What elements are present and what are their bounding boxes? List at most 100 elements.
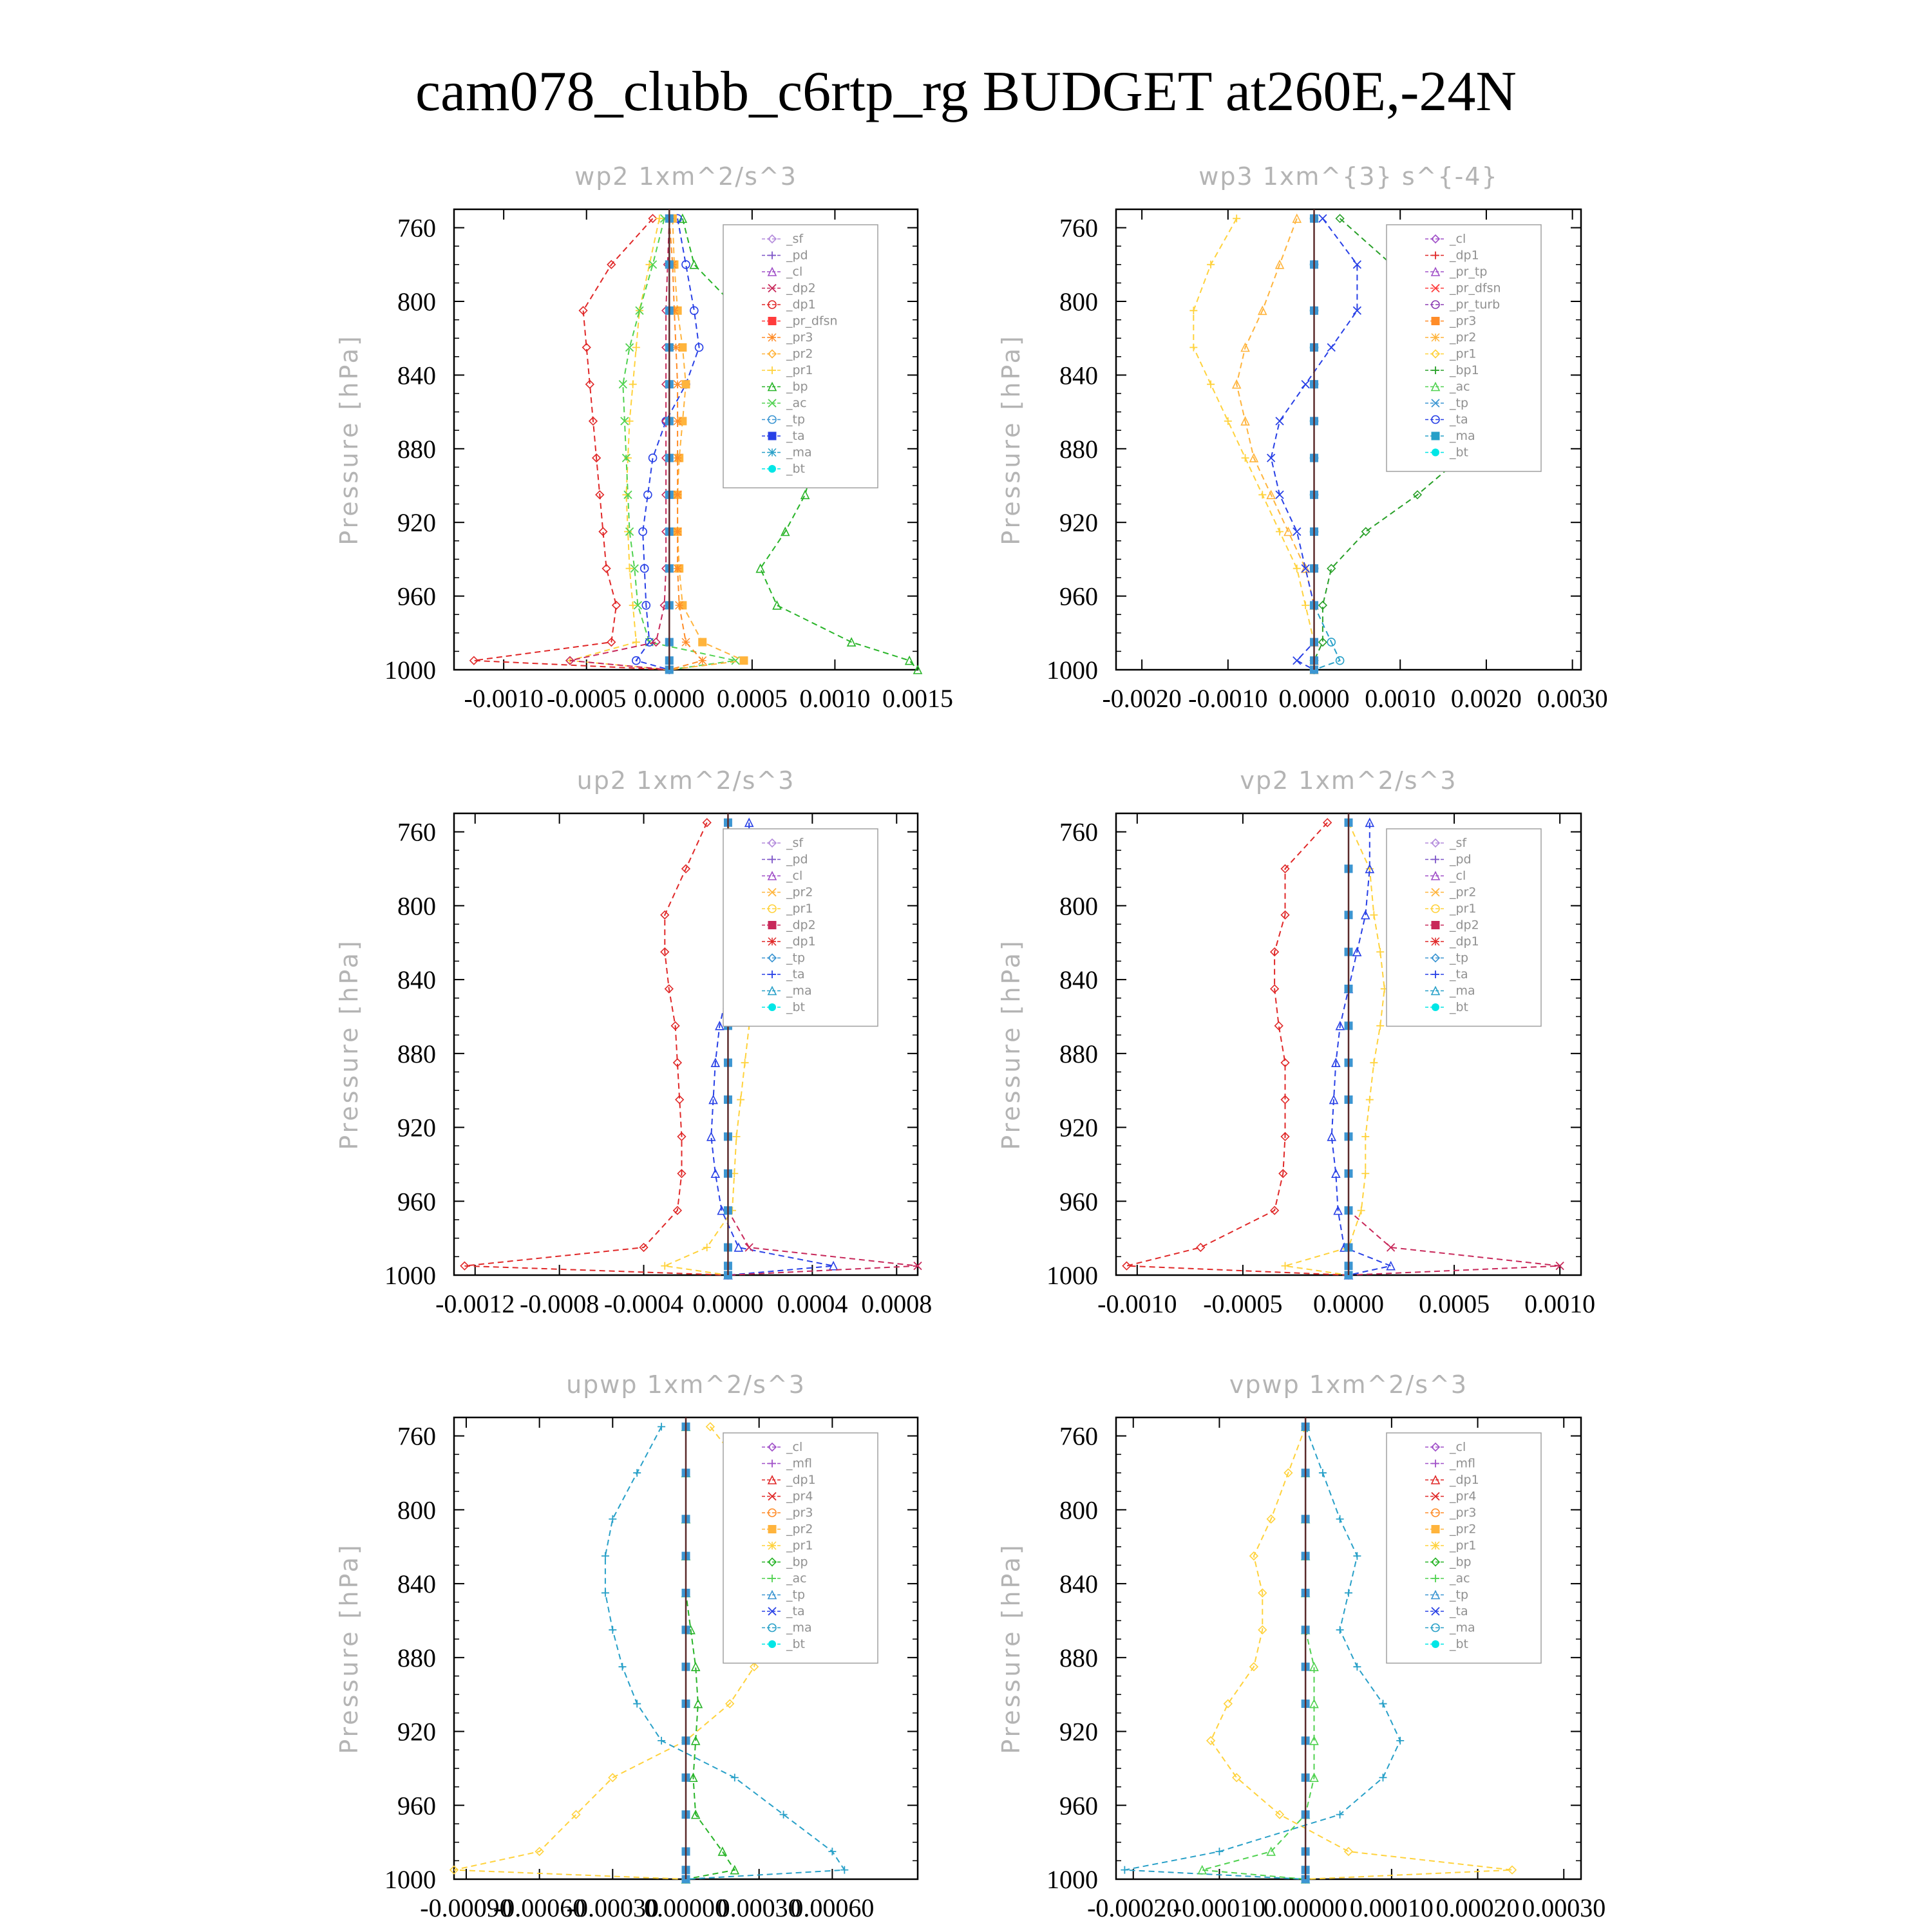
data-point xyxy=(681,864,691,874)
data-point xyxy=(607,637,616,647)
data-point xyxy=(1258,1588,1267,1598)
legend-marker xyxy=(1432,1640,1439,1648)
data-point xyxy=(1258,305,1267,316)
legend-marker xyxy=(768,1640,776,1648)
y-tick-label: 880 xyxy=(1059,435,1098,464)
data-point xyxy=(1353,1663,1361,1671)
data-point xyxy=(1233,214,1241,223)
legend-marker xyxy=(768,1508,777,1517)
legend-marker xyxy=(1432,1575,1439,1582)
data-point xyxy=(703,1243,711,1251)
data-point xyxy=(1387,1243,1396,1252)
legend-label: _pr2 xyxy=(786,886,813,900)
x-tick-label: -0.0010 xyxy=(1188,684,1267,713)
data-point xyxy=(1336,1810,1344,1819)
legend-label: _ta xyxy=(786,967,805,981)
y-tick-label: 840 xyxy=(397,361,436,390)
y-tick-label: 960 xyxy=(1059,582,1098,611)
legend-frame xyxy=(723,224,878,489)
data-point xyxy=(1335,214,1345,223)
y-tick-label: 840 xyxy=(397,965,436,994)
data-point xyxy=(1293,564,1301,573)
legend-label: _pr2 xyxy=(1449,330,1476,345)
y-tick-label: 1000 xyxy=(1046,1865,1098,1894)
data-point xyxy=(1353,1552,1361,1560)
legend-marker xyxy=(1432,251,1439,260)
y-tick-label: 840 xyxy=(1059,1569,1098,1598)
legend-label: _pr_tp xyxy=(1449,265,1487,279)
data-point xyxy=(1365,864,1375,873)
y-tick-label: 880 xyxy=(1059,1643,1098,1672)
legend-marker xyxy=(768,251,776,260)
series-pr1 xyxy=(449,1422,772,1884)
legend-marker xyxy=(767,381,777,392)
data-point xyxy=(565,656,575,665)
data-point xyxy=(749,1662,759,1672)
legend-marker xyxy=(768,333,777,342)
data-point xyxy=(1274,260,1285,269)
legend-marker xyxy=(767,985,777,996)
data-point xyxy=(705,1422,715,1432)
data-point xyxy=(1329,1094,1339,1104)
x-tick-label: 0.0015 xyxy=(882,684,953,713)
data-point xyxy=(1327,564,1336,573)
series-line xyxy=(453,1426,768,1880)
panel-title: vpwp 1xm^2/s^3 xyxy=(1229,1370,1468,1399)
legend-label: _tp xyxy=(786,1588,805,1602)
legend-label: _pd xyxy=(786,853,808,867)
data-point xyxy=(618,1663,627,1671)
legend-label: _pr1 xyxy=(1449,347,1476,361)
data-point xyxy=(1207,260,1215,269)
legend: _sf _pd _cl _pr2 _pr1 _dp2_dp1 _tp _ta _ma _bt xyxy=(723,828,878,1027)
x-tick-label: 0.0005 xyxy=(1419,1289,1490,1318)
data-point xyxy=(1215,1847,1224,1855)
data-point xyxy=(840,1866,849,1874)
legend-frame xyxy=(1386,828,1542,1027)
data-point xyxy=(609,1515,617,1523)
data-point xyxy=(625,527,634,536)
data-point xyxy=(1274,1021,1283,1030)
data-point xyxy=(725,1699,735,1709)
data-point xyxy=(1335,1021,1345,1030)
legend-marker xyxy=(1432,971,1439,978)
legend-marker xyxy=(1432,448,1439,457)
data-point xyxy=(607,260,616,269)
data-point xyxy=(1278,1169,1288,1179)
y-tick-label: 960 xyxy=(397,582,436,611)
y-tick-label: 760 xyxy=(1059,214,1098,243)
data-point xyxy=(622,491,630,499)
data-point xyxy=(449,1865,459,1875)
legend-marker xyxy=(767,267,777,276)
data-point xyxy=(1336,1515,1344,1523)
legend-marker xyxy=(768,283,777,293)
legend-label: _bt xyxy=(786,1637,805,1651)
data-point xyxy=(588,416,598,426)
data-point xyxy=(1189,343,1198,352)
data-point xyxy=(651,637,661,647)
data-point xyxy=(693,1698,703,1709)
legend-label: _pr1 xyxy=(1449,1539,1476,1553)
data-point xyxy=(1331,1057,1341,1067)
y-tick-label: 960 xyxy=(1059,1791,1098,1820)
y-axis-label: Pressure [hPa] xyxy=(997,938,1025,1150)
legend-label: _pr2 xyxy=(786,347,813,361)
data-point xyxy=(689,260,699,269)
data-point xyxy=(732,1132,741,1141)
chart-panel-1: wp2 1xm^2/s^3 Pressure [hPa] 760 800 840 880 9… xyxy=(335,162,953,713)
legend-label: _bp xyxy=(786,1555,808,1569)
data-point xyxy=(1301,564,1310,573)
data-point xyxy=(1343,1846,1354,1857)
data-point xyxy=(904,655,914,665)
legend-marker xyxy=(1431,1607,1440,1616)
legend-label: _bp1 xyxy=(1449,363,1479,377)
y-tick-label: 800 xyxy=(1059,891,1098,920)
legend-label: _dp1 xyxy=(786,298,816,312)
series-line xyxy=(464,822,728,1276)
x-tick-label: 0.0004 xyxy=(777,1289,848,1318)
legend-label: _pr2 xyxy=(1449,1522,1476,1537)
data-point xyxy=(779,1810,788,1819)
series-line xyxy=(473,218,670,670)
x-tick-label: -0.0012 xyxy=(435,1289,515,1318)
data-point xyxy=(1327,1132,1337,1141)
data-point xyxy=(585,379,594,389)
